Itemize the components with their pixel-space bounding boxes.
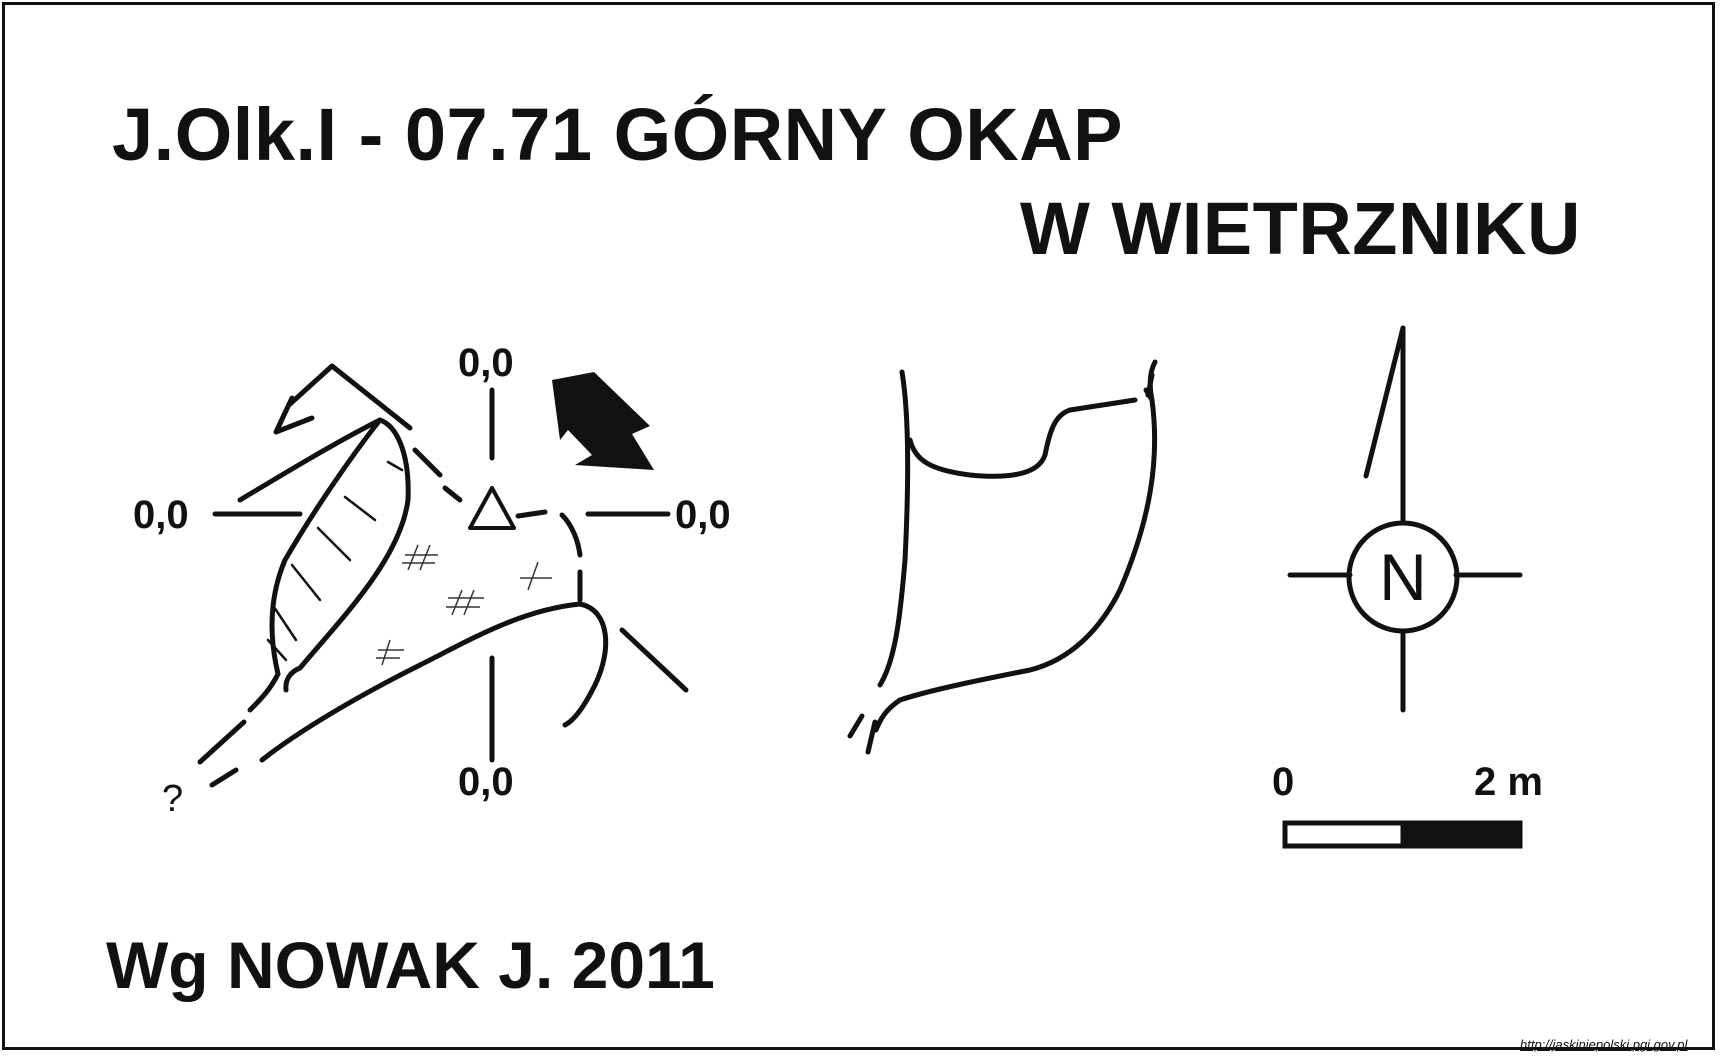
coord-label-left: 0,0 — [133, 493, 189, 537]
survey-point-icon — [468, 486, 516, 530]
cave-title-line2: W WIETRZNIKU — [1020, 187, 1581, 270]
unknown-continuation-mark: ? — [162, 778, 184, 820]
north-letter: N — [1379, 540, 1427, 614]
outer-wall-left — [237, 417, 383, 503]
entrance-arrow-icon — [552, 372, 654, 470]
coord-label-right: 0,0 — [675, 493, 731, 537]
author-credit: Wg NOWAK J. 2011 — [106, 928, 715, 1002]
rock-column-outer — [283, 417, 411, 693]
scale-bar — [1282, 820, 1523, 849]
scale-end-label: 2 m — [1474, 760, 1543, 804]
drip-line-arrow-icon — [287, 363, 413, 431]
cross-section-profile — [847, 359, 1158, 755]
source-link[interactable]: http://jaskiniepolski.pgi.gov.pl — [1520, 1037, 1688, 1052]
scale-start-label: 0 — [1272, 760, 1295, 804]
drip-line-inner — [259, 601, 583, 763]
north-arrow-icon — [1287, 325, 1523, 713]
cave-title-line1: J.Olk.I - 07.71 GÓRNY OKAP — [112, 93, 1123, 176]
coord-label-top: 0,0 — [458, 341, 514, 385]
coord-label-bottom: 0,0 — [458, 760, 514, 804]
